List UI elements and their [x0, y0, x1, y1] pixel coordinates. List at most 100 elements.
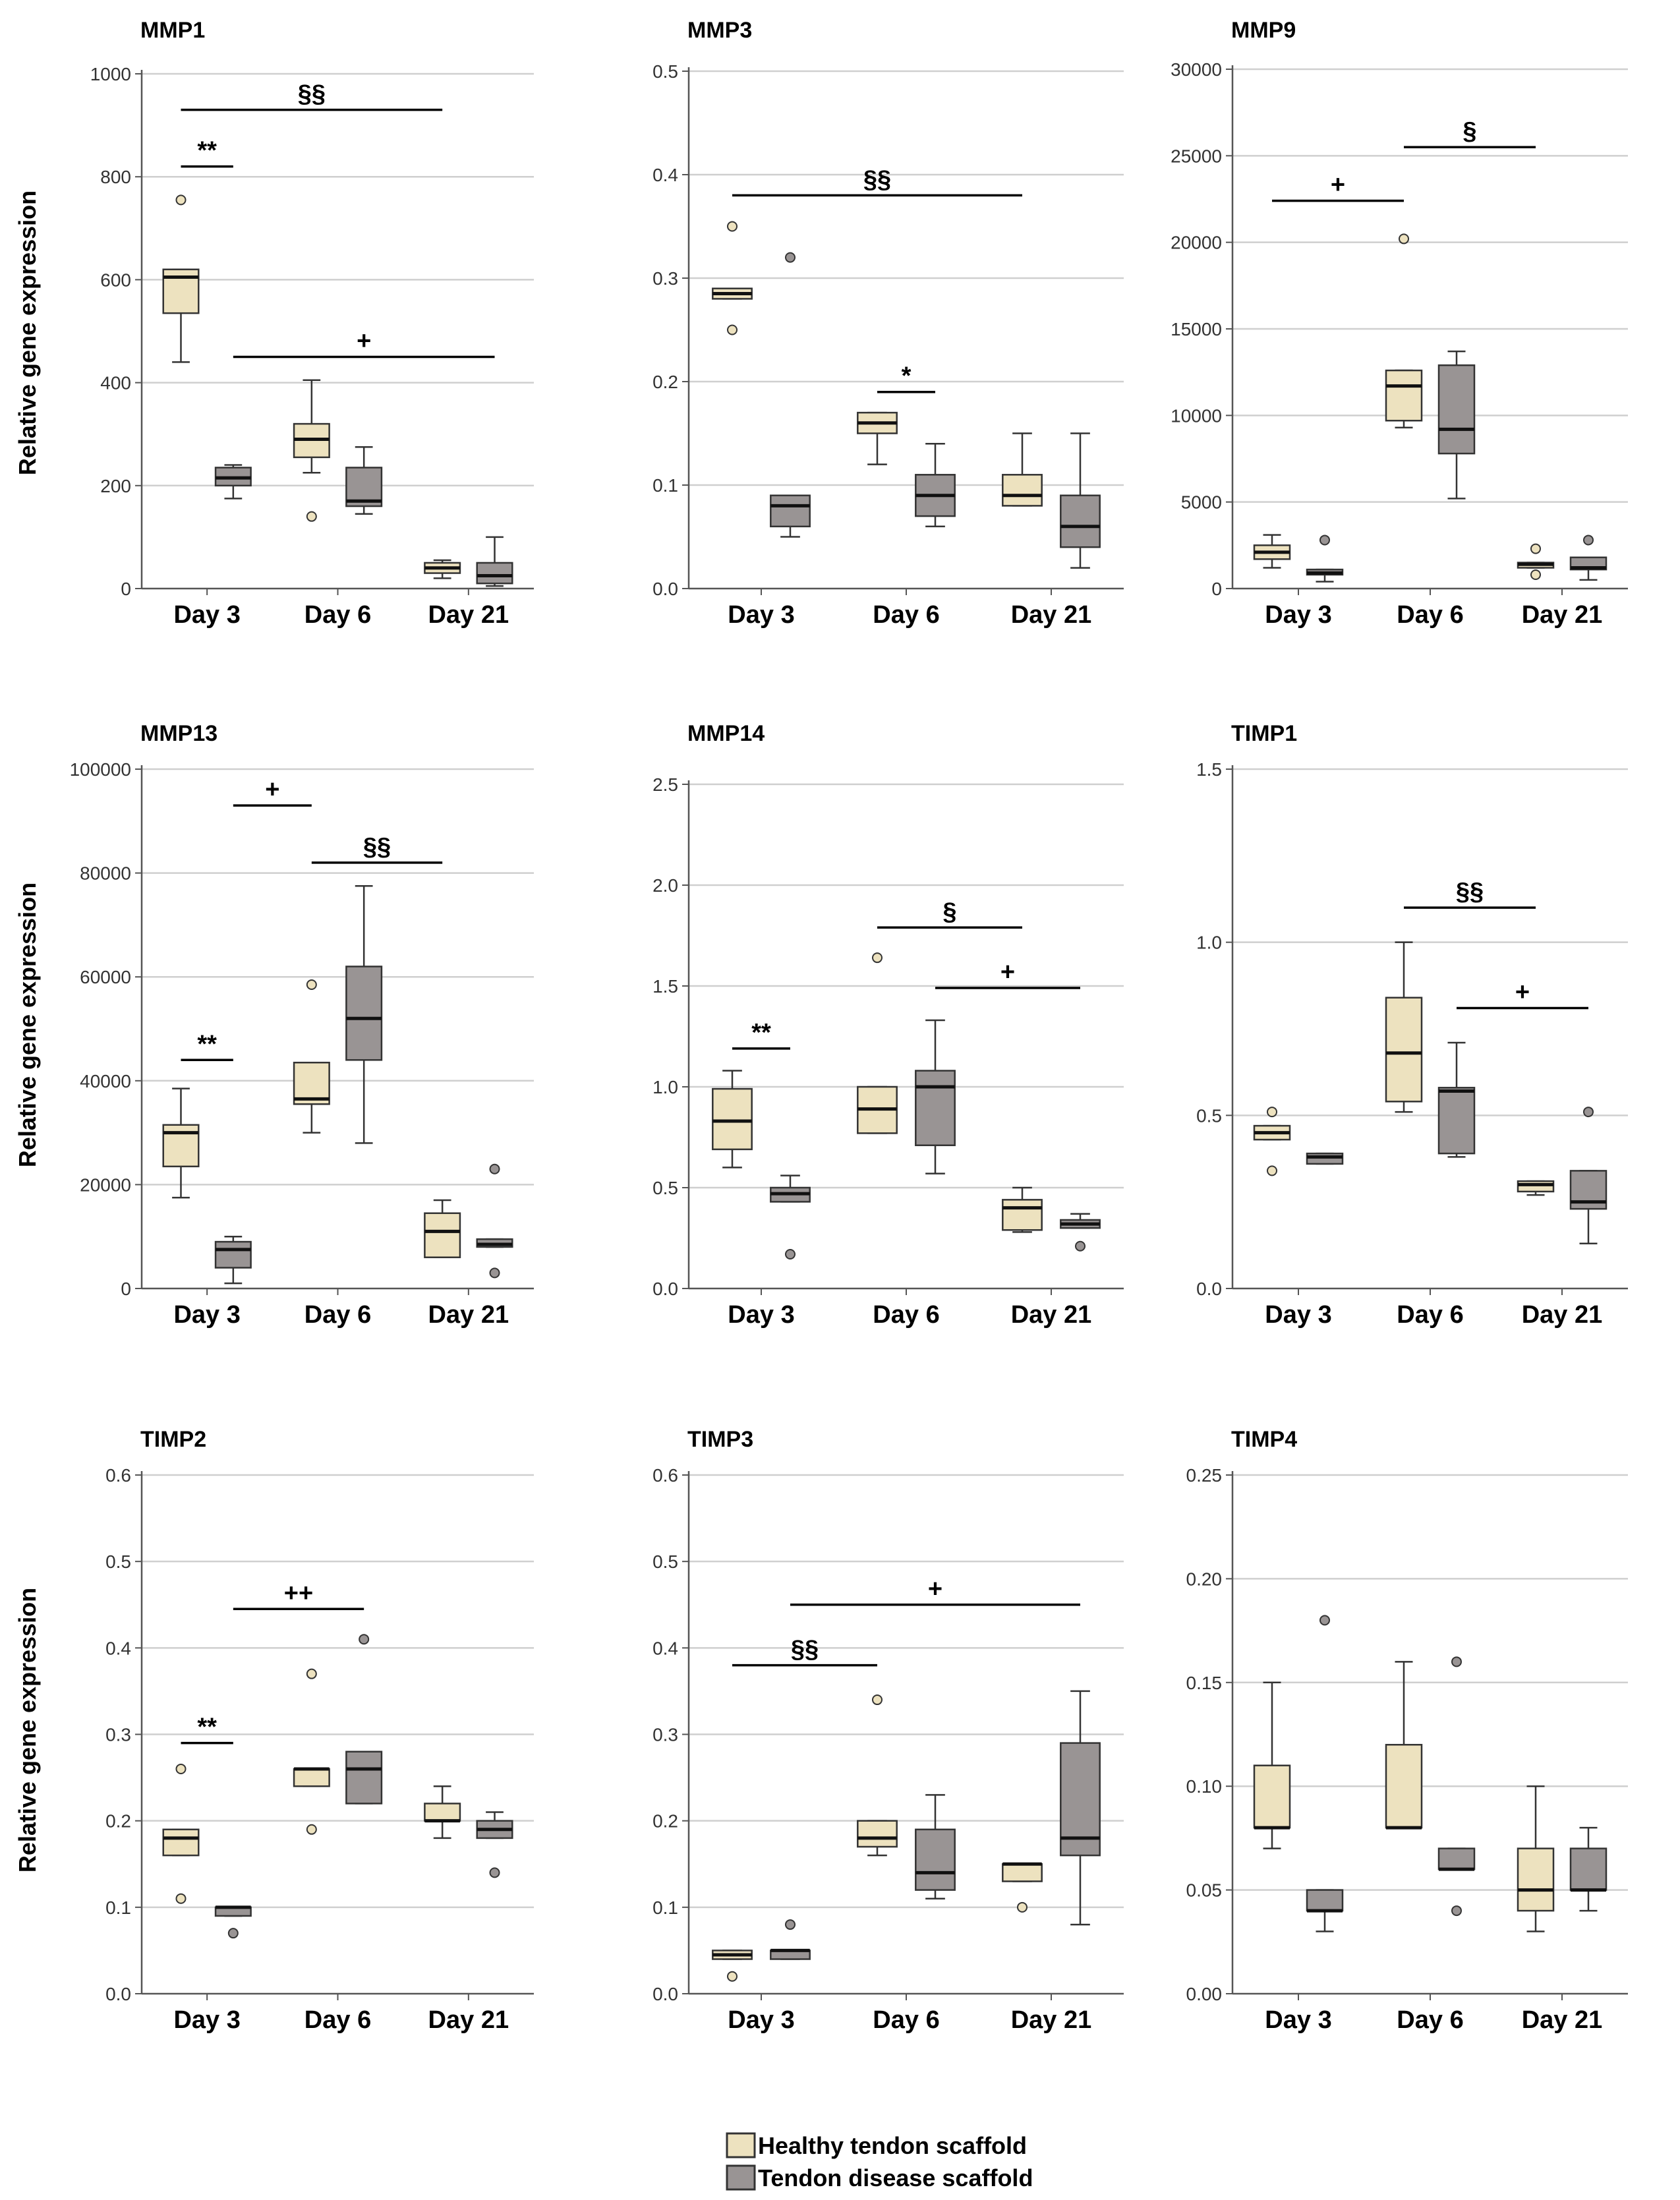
- significance-label: ++: [284, 1579, 313, 1607]
- panel-title: MMP1: [140, 18, 205, 43]
- outlier-point: [489, 1867, 500, 1878]
- y-tick-label: 0: [121, 1279, 131, 1299]
- significance-annotation: §§: [1404, 878, 1536, 909]
- box-healthy-2: [1517, 1785, 1555, 1932]
- x-tick-label: Day 3: [728, 2006, 794, 2034]
- y-tick-label: 20000: [1171, 233, 1222, 253]
- y-tick-label: 0.00: [1186, 1984, 1223, 2004]
- box-disease-2: [1569, 1107, 1608, 1244]
- box-disease-0: [1306, 535, 1344, 583]
- outlier-point: [1451, 1905, 1462, 1917]
- box-disease-0: [1306, 1615, 1344, 1932]
- panel-title: TIMP2: [140, 1427, 206, 1452]
- box-iqr: [1002, 1199, 1043, 1231]
- legend-swatch-disease: [726, 2164, 756, 2191]
- significance-annotation: *: [877, 362, 935, 393]
- box-healthy-1: [293, 979, 330, 1134]
- significance-label: §§: [363, 833, 391, 861]
- panel-mmp1: MMP1 0 200 400 600 800 1000 Day 3 Day 6 Day 21 §§ *…: [90, 18, 534, 629]
- y-tick-label: 0.5: [1196, 1105, 1222, 1126]
- significance-annotation: §§: [732, 1636, 877, 1667]
- y-tick-label: 0.1: [652, 1897, 678, 1918]
- y-tick-label: 0.4: [652, 165, 678, 185]
- outlier-point: [489, 1267, 500, 1279]
- panel-title: MMP9: [1231, 18, 1296, 43]
- box-healthy-1: [1385, 1661, 1423, 1830]
- panel-title: TIMP3: [687, 1427, 753, 1452]
- box-iqr: [1569, 1847, 1608, 1891]
- legend-label-healthy: Healthy tendon scaffold: [758, 2132, 1027, 2159]
- y-tick-label: 0.5: [105, 1551, 131, 1572]
- significance-label: +: [1515, 978, 1530, 1006]
- box-iqr: [1060, 494, 1101, 548]
- box-disease-2: [1569, 535, 1608, 581]
- y-tick-label: 0.2: [652, 1811, 678, 1832]
- y-tick-label: 0.10: [1186, 1776, 1223, 1797]
- y-tick-label: 1.0: [652, 1077, 678, 1097]
- outlier-point: [785, 252, 796, 263]
- y-tick-label: 0.1: [105, 1897, 131, 1918]
- y-tick-label: 0.0: [652, 579, 678, 599]
- legend-swatch-healthy: [726, 2132, 756, 2158]
- row2-ylabel: Relative gene expression: [14, 883, 41, 1167]
- x-tick-label: Day 21: [1011, 601, 1092, 629]
- box-healthy-0: [712, 1950, 753, 1982]
- box-healthy-2: [1002, 1186, 1043, 1233]
- x-tick-label: Day 6: [873, 2006, 939, 2034]
- y-tick-label: 1.0: [1196, 933, 1222, 953]
- x-tick-label: Day 6: [304, 601, 371, 629]
- x-tick-label: Day 3: [1265, 601, 1331, 629]
- x-tick-label: Day 3: [1265, 2006, 1331, 2034]
- box-disease-0: [214, 1235, 252, 1285]
- y-tick-label: 0: [121, 579, 131, 599]
- box-iqr: [857, 1820, 898, 1848]
- box-disease-1: [1437, 1656, 1476, 1917]
- outlier-point: [1399, 233, 1409, 245]
- box-healthy-0: [712, 1070, 753, 1169]
- box-iqr: [424, 1212, 461, 1258]
- box-healthy-1: [857, 1694, 898, 1857]
- outlier-point: [785, 1248, 796, 1259]
- box-iqr: [712, 1087, 753, 1151]
- box-disease-1: [1437, 1041, 1476, 1158]
- box-healthy-2: [424, 1785, 461, 1839]
- box-healthy-0: [1253, 534, 1291, 569]
- panel-timp3: TIMP3 0.0 0.1 0.2 0.3 0.4 0.5 0.6 Day 3 Day 6 Day …: [652, 1427, 1124, 2034]
- panel-title: MMP13: [140, 721, 217, 746]
- significance-label: +: [265, 776, 279, 803]
- y-tick-label: 0.3: [652, 268, 678, 289]
- outlier-point: [1319, 535, 1330, 546]
- box-healthy-0: [162, 1763, 200, 1904]
- significance-label: **: [751, 1019, 771, 1047]
- box-iqr: [1385, 369, 1423, 422]
- outlier-point: [1530, 543, 1541, 554]
- outlier-point: [1267, 1107, 1277, 1118]
- box-disease-0: [770, 1919, 811, 1960]
- y-tick-label: 0.15: [1186, 1673, 1223, 1693]
- x-tick-label: Day 3: [1265, 1301, 1331, 1329]
- significance-label: **: [197, 1714, 217, 1741]
- box-iqr: [1306, 1889, 1344, 1912]
- y-tick-label: 25000: [1171, 146, 1222, 166]
- significance-annotation: +: [935, 958, 1080, 989]
- panel-title: MMP3: [687, 18, 752, 43]
- outlier-point: [306, 979, 317, 991]
- y-tick-label: 60000: [80, 967, 131, 987]
- outlier-point: [1267, 1165, 1277, 1176]
- significance-label: **: [197, 1030, 217, 1058]
- x-tick-label: Day 21: [1522, 601, 1603, 629]
- outlier-point: [1017, 1901, 1028, 1913]
- y-tick-label: 0.4: [105, 1638, 131, 1658]
- y-tick-label: 0.6: [105, 1465, 131, 1486]
- y-tick-label: 0: [1211, 579, 1222, 599]
- panel-title: MMP14: [687, 721, 765, 746]
- significance-label: *: [902, 362, 912, 390]
- significance-annotation: **: [732, 1019, 790, 1050]
- box-healthy-2: [424, 559, 461, 579]
- box-disease-1: [915, 1019, 956, 1174]
- box-iqr: [1437, 1847, 1476, 1870]
- significance-label: §§: [791, 1636, 819, 1664]
- y-tick-label: 80000: [80, 863, 131, 884]
- significance-annotation: +: [233, 328, 495, 359]
- panel-mmp13: MMP13 0 20000 40000 60000 80000 100000 Day 3 Day…: [70, 721, 534, 1329]
